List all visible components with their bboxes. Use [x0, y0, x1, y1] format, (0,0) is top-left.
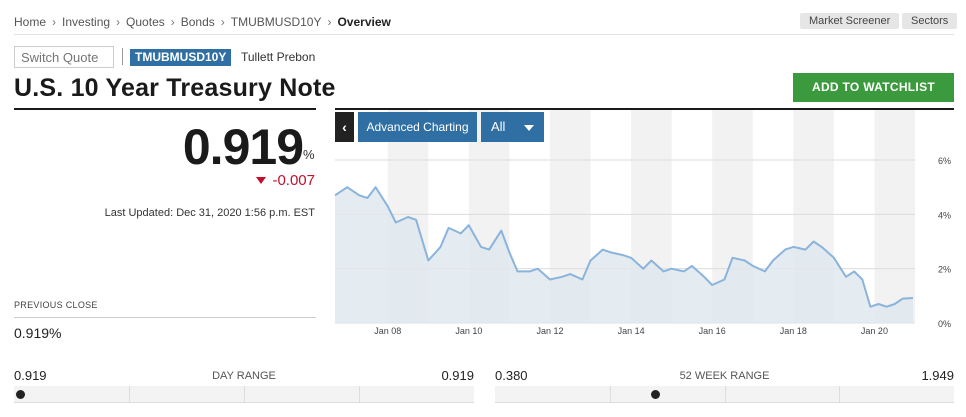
chevron-right-icon: ›: [52, 15, 57, 29]
range-tick: [839, 386, 841, 403]
chart-range-dropdown[interactable]: All: [481, 112, 544, 142]
divider: [14, 317, 316, 318]
ticker-badge: TMUBMUSD10Y: [130, 49, 232, 66]
breadcrumb-current: Overview: [337, 15, 391, 29]
chart-range-value: All: [491, 119, 506, 134]
day-range-bar: [14, 386, 474, 403]
divider: [122, 48, 123, 65]
week52-range-indicator: [651, 390, 661, 399]
chart-series-line: [334, 186, 914, 308]
day-range-indicator: [16, 390, 25, 399]
quote-unit: %: [303, 147, 315, 162]
yield-chart[interactable]: ‹ Advanced Charting All 0% 2% 4% 6% Jan 08 Ja…: [334, 110, 954, 336]
add-to-watchlist-button[interactable]: ADD TO WATCHLIST: [793, 73, 954, 102]
range-tick: [129, 386, 130, 403]
y-tick-label: 2%: [938, 265, 951, 275]
chevron-right-icon: ›: [170, 15, 175, 29]
x-tick-label: Jan 08: [374, 326, 401, 336]
week52-range-high: 1.949: [921, 368, 954, 383]
day-range-label: DAY RANGE: [212, 370, 276, 382]
sectors-button[interactable]: Sectors: [902, 13, 958, 29]
week52-range-label: 52 WEEK RANGE: [679, 370, 770, 382]
previous-close-label: PREVIOUS CLOSE: [14, 300, 98, 310]
chevron-right-icon: ›: [220, 15, 225, 29]
range-tick: [359, 386, 360, 403]
chart-canvas: 0% 2% 4% 6% Jan 08 Jan 10 Jan 12 Jan 14 Jan 16 Ja…: [334, 110, 951, 336]
week52-range-bar: [495, 386, 954, 403]
breadcrumb-ticker[interactable]: TMUBMUSD10Y: [230, 15, 322, 29]
chevron-right-icon: ›: [327, 15, 332, 29]
down-arrow-icon: [256, 177, 267, 184]
x-tick-label: Jan 10: [455, 326, 482, 336]
chevron-down-icon: [524, 125, 534, 131]
quote-change-value: -0.007: [272, 172, 315, 189]
switch-quote-input[interactable]: [14, 46, 114, 68]
range-tick: [724, 386, 726, 403]
chart-area: [335, 187, 913, 323]
chevron-left-icon[interactable]: ‹: [335, 112, 354, 142]
quote-change: -0.007: [256, 172, 315, 189]
week52-range-low: 0.380: [495, 368, 528, 383]
quote-price: 0.919: [182, 119, 304, 175]
y-tick-label: 4%: [938, 210, 951, 220]
divider: [335, 108, 954, 110]
chevron-right-icon: ›: [116, 15, 121, 29]
source-label: Tullett Prebon: [241, 50, 316, 64]
x-tick-label: Jan 18: [780, 326, 807, 336]
breadcrumb-investing[interactable]: Investing: [62, 15, 111, 29]
breadcrumb-home[interactable]: Home: [14, 15, 47, 29]
breadcrumb-quotes[interactable]: Quotes: [126, 15, 165, 29]
range-tick: [609, 386, 611, 403]
y-tick-label: 0%: [938, 319, 951, 329]
x-tick-label: Jan 20: [861, 326, 888, 336]
last-updated: Last Updated: Dec 31, 2020 1:56 p.m. EST: [104, 207, 315, 219]
x-tick-label: Jan 12: [536, 326, 563, 336]
market-screener-button[interactable]: Market Screener: [800, 13, 900, 29]
x-tick-label: Jan 14: [618, 326, 645, 336]
page-title: U.S. 10 Year Treasury Note: [14, 74, 336, 102]
x-tick-label: Jan 16: [699, 326, 726, 336]
breadcrumb: Home › Investing › Quotes › Bonds › TMUB…: [14, 15, 391, 29]
y-tick-label: 6%: [938, 156, 951, 166]
day-range-high: 0.919: [441, 368, 474, 383]
divider: [14, 108, 316, 110]
day-range-low: 0.919: [14, 368, 47, 383]
range-tick: [244, 386, 245, 403]
advanced-charting-button[interactable]: Advanced Charting: [358, 112, 477, 142]
divider: [14, 34, 954, 35]
chart-band: [874, 110, 915, 323]
previous-close-value: 0.919%: [14, 325, 62, 341]
breadcrumb-bonds[interactable]: Bonds: [180, 15, 215, 29]
